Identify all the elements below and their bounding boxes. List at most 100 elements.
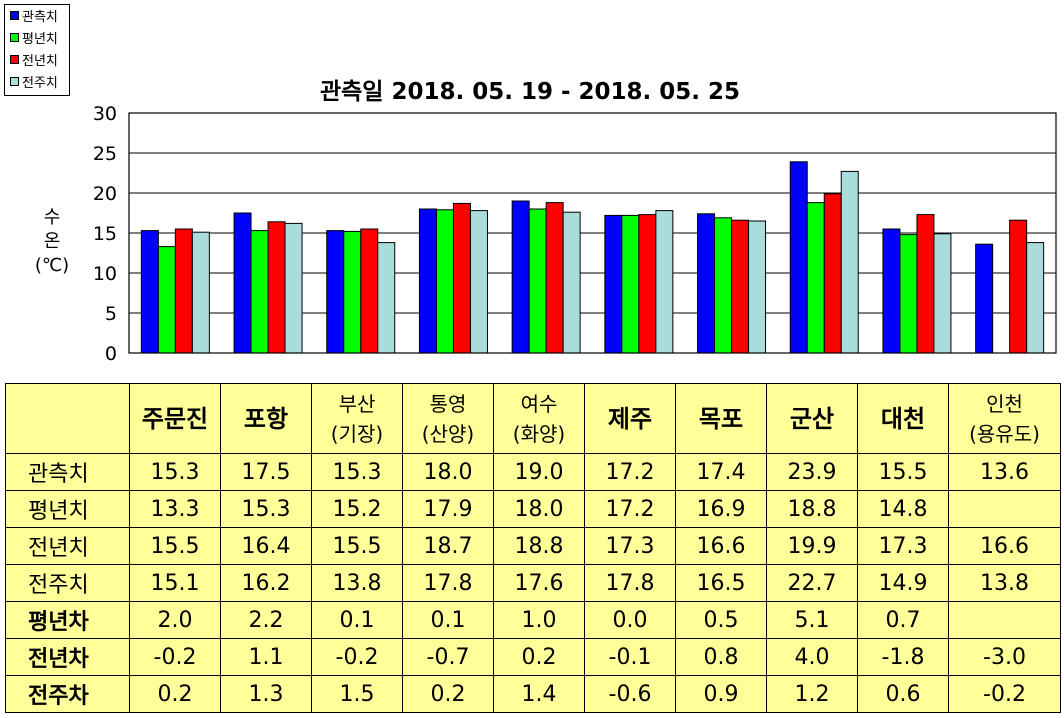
- table-row: 평년치 13.3 15.3 15.2 17.9 18.0 17.2 16.9 18.8 14.8: [5, 490, 1061, 528]
- chart-title: 관측일 2018. 05. 19 - 2018. 05. 25: [319, 79, 741, 105]
- row-label: 평년치: [5, 490, 130, 528]
- table-cell: 15.3: [311, 453, 403, 491]
- bar: [360, 228, 379, 354]
- row-label: 전주차: [5, 675, 130, 713]
- station-header-line: (화양): [512, 421, 566, 446]
- bar: [545, 202, 564, 354]
- table-cell: 5.1: [766, 601, 858, 639]
- table-cell: 14.8: [857, 490, 949, 528]
- table-cell: 0.7: [857, 601, 949, 639]
- legend-item: 관측치: [10, 8, 58, 28]
- bar: [1026, 242, 1045, 354]
- table-cell: 4.0: [766, 638, 858, 676]
- bar: [140, 230, 159, 354]
- table-cell: 2.2: [220, 601, 312, 639]
- legend-swatch: [10, 77, 19, 86]
- y-axis-label-line: 온: [43, 231, 61, 252]
- table-cell: 17.2: [584, 490, 676, 528]
- table-cell: 1.4: [493, 675, 585, 713]
- table-cell: 17.9: [402, 490, 494, 528]
- table-cell: 0.0: [584, 601, 676, 639]
- table-cell: 0.1: [311, 601, 403, 639]
- table-cell: 13.8: [948, 564, 1061, 602]
- bar: [174, 228, 193, 354]
- table-corner-cell: [5, 383, 130, 454]
- table-cell: 15.5: [857, 453, 949, 491]
- table-cell: 15.1: [129, 564, 221, 602]
- legend-item: 전주치: [10, 74, 58, 94]
- y-tick-label: 10: [93, 263, 117, 285]
- bar: [435, 209, 454, 354]
- bar: [714, 217, 733, 354]
- station-header-line: 주문진: [141, 404, 209, 433]
- table-cell: 15.2: [311, 490, 403, 528]
- table-cell: 1.5: [311, 675, 403, 713]
- bar: [267, 221, 286, 354]
- table-row: 전주차 0.2 1.3 1.5 0.2 1.4 -0.6 0.9 1.2 0.6 -0.2: [5, 675, 1061, 713]
- table-cell: -0.1: [584, 638, 676, 676]
- station-header-line: 제주: [607, 404, 653, 433]
- table-cell: 23.9: [766, 453, 858, 491]
- station-header-line: 군산: [789, 404, 835, 433]
- table-cell: -3.0: [948, 638, 1061, 676]
- table-cell: 15.5: [129, 527, 221, 565]
- table-cell: 17.3: [584, 527, 676, 565]
- station-header: 제주: [584, 383, 676, 454]
- bar: [528, 208, 547, 354]
- table-cell: 15.3: [129, 453, 221, 491]
- table-cell: 1.0: [493, 601, 585, 639]
- bar: [343, 230, 362, 354]
- table-cell: 13.3: [129, 490, 221, 528]
- bar: [638, 214, 657, 354]
- table-cell: 16.5: [675, 564, 767, 602]
- row-label: 전년치: [5, 527, 130, 565]
- bar: [933, 233, 952, 354]
- legend-label: 전주치: [22, 76, 58, 91]
- table-row: 전년치 15.5 16.4 15.5 18.7 18.8 17.3 16.6 19.9 17.3 1…: [5, 527, 1061, 565]
- table-cell: -0.6: [584, 675, 676, 713]
- bar: [469, 210, 488, 354]
- station-header: 목포: [675, 383, 767, 454]
- table-cell: 2.0: [129, 601, 221, 639]
- table-cell: 13.8: [311, 564, 403, 602]
- table-cell: 19.9: [766, 527, 858, 565]
- station-header-line: 대천: [880, 404, 926, 433]
- table-cell: 16.4: [220, 527, 312, 565]
- station-header-line: (산양): [421, 421, 475, 446]
- table-cell: 16.9: [675, 490, 767, 528]
- bar: [655, 210, 674, 354]
- bar: [789, 161, 808, 354]
- table-cell: 13.6: [948, 453, 1061, 491]
- legend-label: 관측치: [22, 10, 58, 25]
- table-cell: 0.9: [675, 675, 767, 713]
- table-cell: [948, 601, 1061, 639]
- table-cell: 1.2: [766, 675, 858, 713]
- table-cell: 18.7: [402, 527, 494, 565]
- bar: [823, 193, 842, 354]
- bar: [621, 214, 640, 354]
- table-cell: 0.6: [857, 675, 949, 713]
- station-header-line: 부산: [338, 391, 376, 416]
- bar: [157, 246, 176, 354]
- table-cell: 18.8: [766, 490, 858, 528]
- bar: [899, 234, 918, 354]
- station-header-line: (기장): [330, 421, 384, 446]
- bar: [604, 214, 623, 354]
- bar: [916, 214, 935, 354]
- station-header-line: 인천: [986, 391, 1023, 416]
- table-cell: 0.8: [675, 638, 767, 676]
- legend-swatch: [10, 11, 19, 20]
- table-cell: 17.2: [584, 453, 676, 491]
- table-cell: 16.6: [948, 527, 1061, 565]
- legend-swatch: [10, 55, 19, 64]
- legend-swatch: [10, 33, 19, 42]
- table-cell: -0.2: [948, 675, 1061, 713]
- station-header: 통영 (산양): [402, 383, 494, 454]
- table-cell: 0.1: [402, 601, 494, 639]
- bar: [975, 243, 994, 354]
- table-cell: -1.8: [857, 638, 949, 676]
- table-cell: 22.7: [766, 564, 858, 602]
- y-tick-label: 20: [93, 183, 117, 205]
- legend-item: 전년치: [10, 52, 58, 72]
- table-cell: 15.3: [220, 490, 312, 528]
